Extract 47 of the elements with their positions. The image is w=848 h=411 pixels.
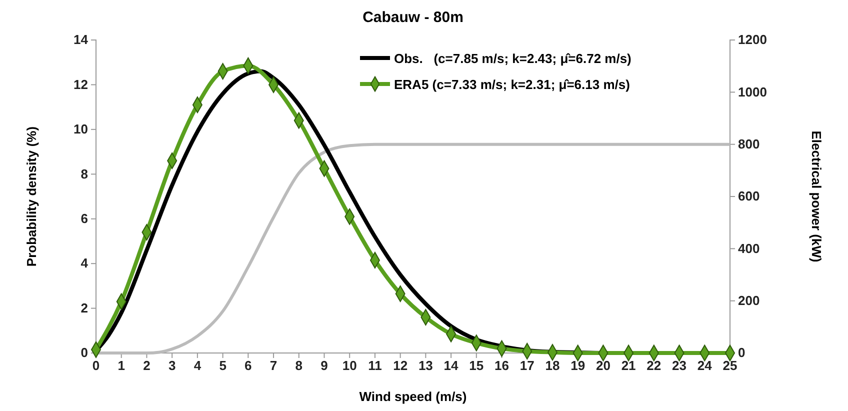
x-tick-label: 19 <box>570 358 586 374</box>
y-tick-label: 4 <box>80 256 89 271</box>
x-tick-label: 1 <box>118 358 125 374</box>
x-tick-label: 3 <box>168 358 176 374</box>
x-tick-label: 2 <box>143 358 150 374</box>
x-tick-label: 8 <box>295 358 302 374</box>
y-tick-label: 6 <box>80 211 88 226</box>
x-tick-label: 5 <box>219 358 226 374</box>
y-tick-label: 8 <box>80 166 88 182</box>
x-tick-label: 21 <box>621 358 636 374</box>
y-axis-title: Probability density (%) <box>24 126 39 267</box>
x-tick-label: 4 <box>194 358 202 374</box>
x-tick-label: 10 <box>342 358 357 374</box>
y2-tick-label: 1200 <box>738 32 767 48</box>
y-tick-label: 10 <box>74 122 88 137</box>
x-tick-label: 13 <box>418 358 433 374</box>
y-tick-label: 12 <box>74 76 88 92</box>
y2-axis-title: Electrical power (kW) <box>809 130 824 262</box>
x-tick-label: 16 <box>494 358 509 374</box>
chart-title: Cabauw - 80m <box>362 9 464 26</box>
y-tick-label: 2 <box>80 300 88 316</box>
y-tick-label: 0 <box>80 345 88 360</box>
x-tick-label: 22 <box>646 358 662 374</box>
x-tick-label: 12 <box>393 358 408 374</box>
x-axis-title: Wind speed (m/s) <box>359 389 467 404</box>
y2-tick-label: 200 <box>738 292 760 308</box>
x-tick-label: 20 <box>596 358 610 374</box>
x-tick-label: 15 <box>469 358 484 374</box>
x-tick-label: 6 <box>244 358 252 374</box>
x-tick-label: 14 <box>444 358 460 374</box>
y2-tick-label: 600 <box>738 188 760 204</box>
x-tick-label: 7 <box>270 358 278 374</box>
y2-tick-label: 400 <box>738 240 760 256</box>
legend-label: Obs. (c=7.85 m/s; k=2.43; μ̂=6.72 m/s) <box>394 51 632 66</box>
y2-tick-label: 0 <box>738 345 746 360</box>
y2-tick-label: 800 <box>738 136 760 152</box>
x-tick-label: 0 <box>92 358 100 374</box>
x-tick-label: 11 <box>368 358 382 374</box>
x-tick-label: 17 <box>520 358 534 374</box>
x-tick-label: 25 <box>722 358 738 374</box>
legend-label: ERA5 (c=7.33 m/s; k=2.31; μ̂=6.13 m/s) <box>394 77 630 92</box>
x-tick-label: 24 <box>697 358 713 374</box>
x-tick-label: 9 <box>320 358 328 374</box>
x-tick-label: 18 <box>545 358 560 374</box>
y2-tick-label: 1000 <box>738 84 767 100</box>
y-tick-label: 14 <box>74 32 89 48</box>
x-tick-label: 23 <box>672 358 687 374</box>
